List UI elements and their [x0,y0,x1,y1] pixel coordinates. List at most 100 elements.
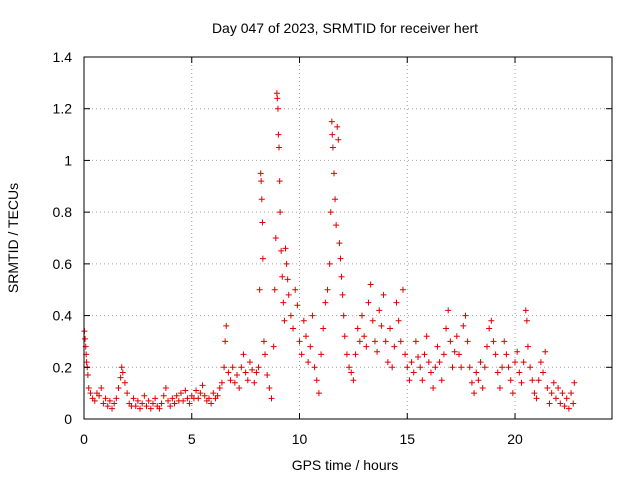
data-point [277,209,284,216]
data-point [253,369,260,376]
data-point [335,136,342,143]
data-point [287,312,294,319]
data-point [455,351,462,358]
data-point [503,351,510,358]
data-point [130,395,137,402]
data-point [199,382,206,389]
data-point [363,343,370,350]
data-point [309,312,316,319]
data-point [266,384,273,391]
data-point [117,374,124,381]
data-point [475,377,482,384]
data-point [278,247,285,254]
data-point [380,291,387,298]
data-point [158,400,165,407]
data-point [216,384,223,391]
data-point [518,379,525,386]
data-point [322,299,329,306]
data-point [404,364,411,371]
data-point [421,351,428,358]
data-point [268,395,275,402]
data-point [436,359,443,366]
data-point [292,286,299,293]
x-tick-label: 20 [507,431,523,447]
x-tick-labels: 0 5 10 15 20 [80,431,523,447]
data-point [391,343,398,350]
data-point [402,351,409,358]
data-point [501,338,508,345]
data-point [121,379,128,386]
data-point [458,364,465,371]
data-point [272,235,279,241]
data-point [218,379,225,386]
data-point [410,369,417,376]
data-point [264,372,271,379]
x-tick-label: 10 [292,431,308,447]
y-tick-label: 0.4 [53,308,73,324]
data-point [361,333,368,340]
data-point [462,312,469,319]
data-point [343,351,350,358]
data-point [336,240,343,247]
data-point [244,377,251,384]
data-point [490,338,497,345]
data-point [468,379,475,386]
data-point [313,377,320,384]
data-point [412,338,419,345]
data-point [548,390,555,397]
data-point [338,273,345,280]
data-point [182,387,189,394]
y-tick-label: 0.2 [53,359,73,375]
data-point [341,333,348,340]
data-point [195,395,202,402]
data-point [531,390,538,397]
data-point [223,322,230,329]
data-point [340,312,347,319]
data-point [214,392,221,399]
chart-title: Day 047 of 2023, SRMTID for receiver her… [212,20,478,36]
data-point [274,95,281,102]
data-point [283,260,290,267]
data-point [115,384,122,391]
data-point [423,333,430,340]
data-point [280,299,287,306]
data-point [84,372,91,379]
data-point [571,379,578,386]
data-point [169,395,176,402]
data-point [559,390,566,397]
data-point [197,390,204,397]
data-point [365,299,372,306]
data-point [529,377,536,384]
data-point [393,299,400,306]
data-point [339,291,346,298]
data-point [326,260,333,267]
data-point [91,397,98,404]
data-point [557,400,564,407]
data-point [238,364,245,371]
data-point [352,351,359,358]
data-point [432,364,439,371]
data-point [251,379,258,386]
data-point [111,400,118,407]
data-point [177,390,184,397]
data-point [290,325,297,332]
data-point [330,170,337,177]
data-point [537,359,544,366]
data-point [466,364,473,371]
data-point [568,390,575,397]
data-point [477,359,484,366]
data-point [471,390,478,397]
data-point [494,369,501,376]
data-point [520,359,527,366]
data-point [333,222,340,229]
data-point [552,395,559,402]
data-point [119,369,126,376]
data-point [231,379,238,386]
data-point [399,286,406,293]
data-point [85,384,92,391]
y-tick-label: 0 [64,411,72,427]
data-point [481,364,488,371]
data-point [488,317,495,324]
data-point [540,369,547,376]
data-point [294,302,301,309]
